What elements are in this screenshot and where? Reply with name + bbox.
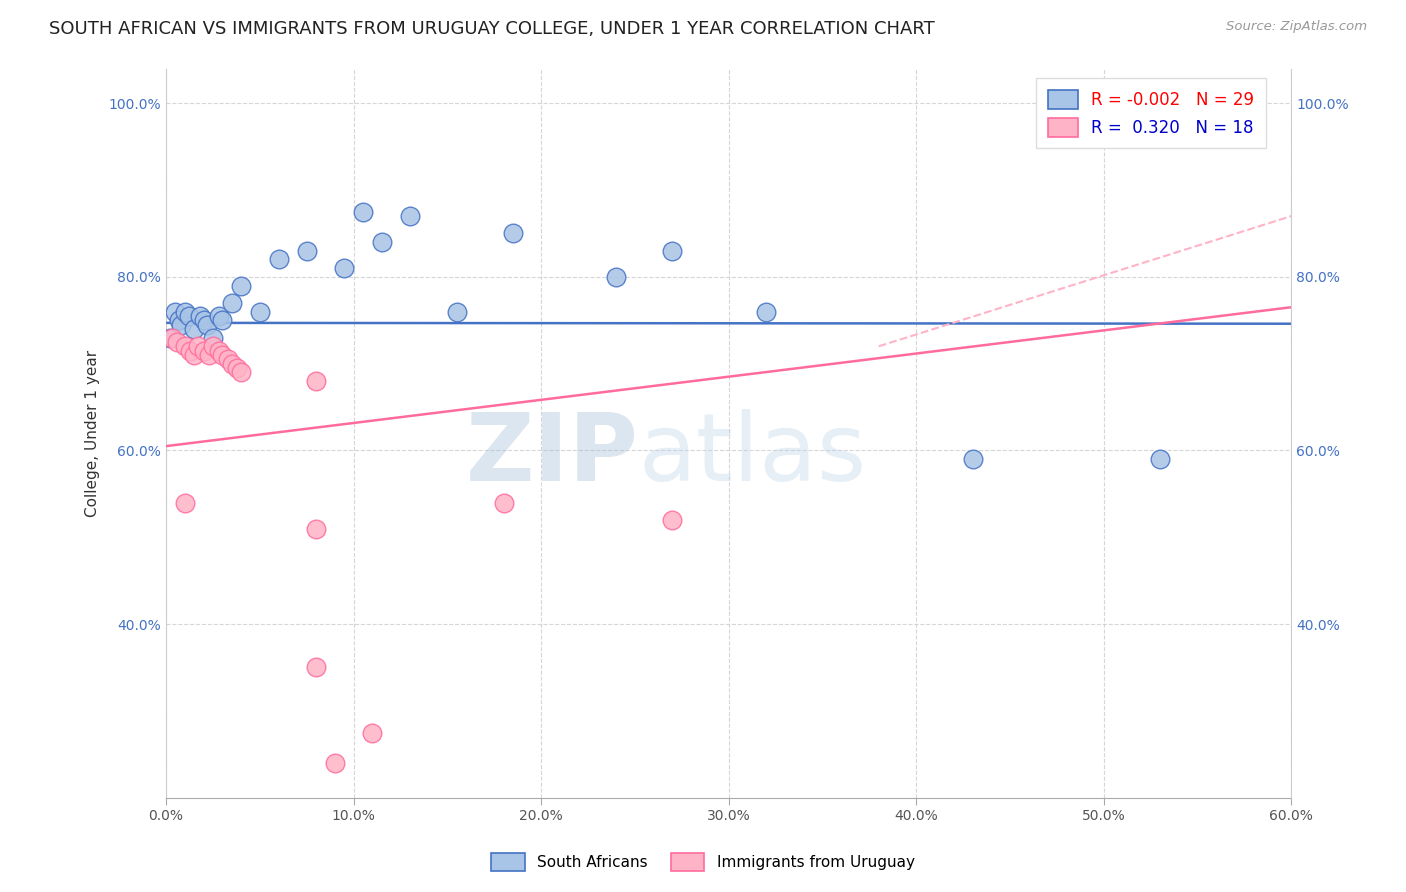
- Point: [201, 339, 224, 353]
- Point: [231, 365, 253, 379]
- Point: [179, 343, 201, 358]
- Point: [177, 309, 200, 323]
- Point: [173, 304, 195, 318]
- Point: [661, 513, 683, 527]
- Point: [221, 357, 243, 371]
- Text: ZIP: ZIP: [465, 409, 638, 501]
- Point: [661, 244, 683, 258]
- Point: [198, 348, 221, 362]
- Point: [305, 660, 328, 674]
- Point: [231, 278, 253, 293]
- Point: [352, 204, 374, 219]
- Point: [323, 756, 346, 770]
- Point: [217, 352, 239, 367]
- Point: [167, 313, 190, 327]
- Point: [1149, 452, 1171, 467]
- Point: [173, 495, 195, 509]
- Point: [295, 244, 318, 258]
- Point: [188, 309, 211, 323]
- Point: [333, 261, 356, 276]
- Point: [170, 318, 193, 332]
- Point: [962, 452, 984, 467]
- Point: [226, 361, 249, 376]
- Point: [502, 227, 524, 241]
- Point: [165, 304, 187, 318]
- Legend: R = -0.002   N = 29, R =  0.320   N = 18: R = -0.002 N = 29, R = 0.320 N = 18: [1036, 78, 1267, 148]
- Point: [166, 334, 188, 349]
- Point: [159, 330, 181, 344]
- Text: Source: ZipAtlas.com: Source: ZipAtlas.com: [1226, 20, 1367, 33]
- Y-axis label: College, Under 1 year: College, Under 1 year: [86, 350, 100, 516]
- Point: [201, 330, 224, 344]
- Point: [183, 322, 205, 336]
- Point: [371, 235, 394, 249]
- Point: [187, 339, 209, 353]
- Point: [446, 304, 468, 318]
- Point: [173, 339, 195, 353]
- Point: [305, 374, 328, 388]
- Point: [211, 313, 233, 327]
- Point: [160, 330, 183, 344]
- Point: [305, 522, 328, 536]
- Point: [267, 252, 290, 267]
- Point: [195, 318, 218, 332]
- Point: [361, 725, 384, 739]
- Point: [207, 309, 229, 323]
- Point: [193, 313, 215, 327]
- Text: SOUTH AFRICAN VS IMMIGRANTS FROM URUGUAY COLLEGE, UNDER 1 YEAR CORRELATION CHART: SOUTH AFRICAN VS IMMIGRANTS FROM URUGUAY…: [49, 20, 935, 37]
- Point: [755, 304, 778, 318]
- Legend: South Africans, Immigrants from Uruguay: South Africans, Immigrants from Uruguay: [485, 847, 921, 877]
- Point: [492, 495, 515, 509]
- Point: [249, 304, 271, 318]
- Point: [183, 348, 205, 362]
- Point: [207, 343, 229, 358]
- Point: [399, 209, 422, 223]
- Point: [221, 296, 243, 310]
- Text: atlas: atlas: [638, 409, 868, 501]
- Point: [211, 348, 233, 362]
- Point: [193, 343, 215, 358]
- Point: [605, 269, 627, 284]
